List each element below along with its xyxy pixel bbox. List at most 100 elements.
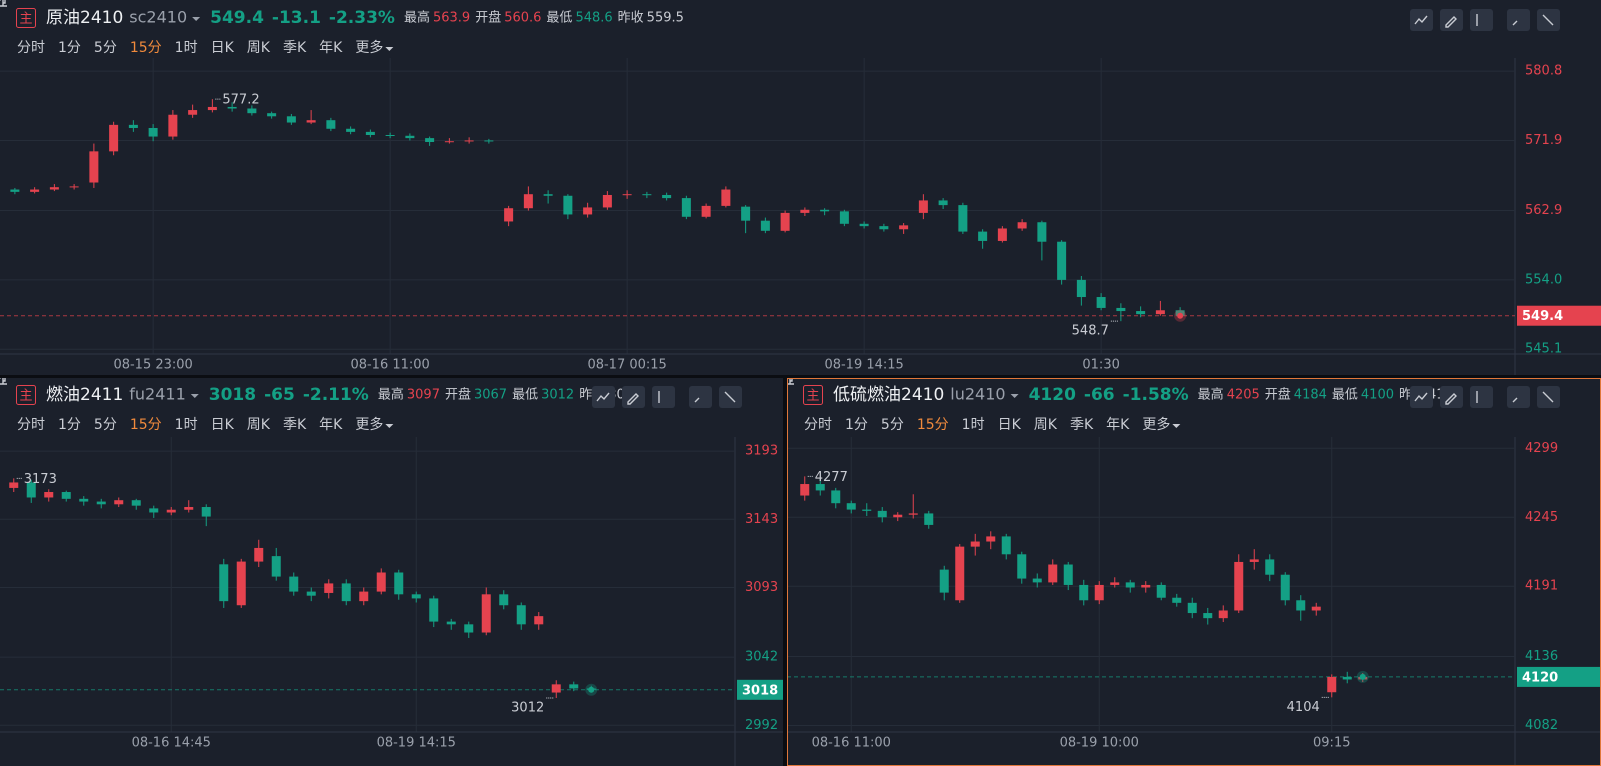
period-tab[interactable]: 5分 (94, 417, 117, 433)
period-tab[interactable]: 季K (1070, 417, 1094, 433)
period-tab[interactable]: 年K (1106, 417, 1130, 433)
candle-body (780, 212, 790, 231)
candle-body (721, 189, 731, 206)
panel-background (0, 378, 783, 766)
candle-body (405, 135, 415, 139)
toolbar-button[interactable] (1410, 9, 1433, 31)
toolbar-icon[interactable] (0, 372, 660, 403)
dropdown-arrow (385, 47, 394, 51)
period-tab[interactable]: 5分 (881, 417, 904, 433)
toolbar-icon[interactable] (780, 383, 1428, 402)
candle-body (1017, 222, 1027, 229)
candle-body (30, 189, 40, 192)
candle-body (207, 106, 217, 111)
period-tab[interactable]: 15分 (130, 40, 162, 56)
candle-body (701, 205, 711, 217)
candle-body (326, 120, 336, 129)
toolbar-icon[interactable] (1445, 393, 1457, 405)
low-annotation: 3012 (511, 700, 544, 715)
toolbar-button[interactable] (592, 386, 615, 408)
period-tab[interactable]: 年K (319, 40, 343, 56)
period-tab[interactable]: 分时 (804, 417, 832, 433)
candle-body (411, 594, 421, 599)
candle-body (1280, 574, 1290, 601)
period-tab[interactable]: 1分 (845, 417, 868, 433)
toolbar-icon[interactable] (782, 373, 1554, 403)
candle-body (1136, 311, 1146, 315)
period-tab[interactable]: 1时 (175, 40, 198, 56)
period-tab[interactable]: 1分 (58, 40, 81, 56)
candle-body (877, 510, 887, 518)
candle-body (534, 616, 544, 625)
period-tab[interactable]: 1分 (58, 417, 81, 433)
toolbar-button[interactable] (1470, 386, 1493, 408)
toolbar-icon[interactable] (0, 383, 610, 402)
period-tab[interactable]: 更多 (1142, 416, 1170, 433)
x-tick-label: 08-19 14:15 (824, 358, 903, 373)
candle-body (551, 684, 561, 693)
period-tab[interactable]: 15分 (917, 417, 949, 433)
symbol-code: sc2410 (129, 8, 187, 27)
period-tab[interactable]: 周K (247, 40, 271, 56)
y-tick-label: 3042 (745, 650, 778, 665)
period-tab[interactable]: 年K (319, 417, 343, 433)
period-tab[interactable]: 1时 (962, 417, 985, 433)
toolbar-button[interactable] (689, 386, 712, 408)
period-tab[interactable]: 季K (283, 40, 307, 56)
candle-body (166, 509, 176, 513)
period-tab[interactable]: 15分 (130, 417, 162, 433)
last-price-marker: 3018 (742, 683, 778, 698)
candle-body (760, 220, 770, 231)
period-tab[interactable]: 1时 (175, 417, 198, 433)
candle-body (504, 208, 514, 222)
period-tab[interactable]: 季K (283, 417, 307, 433)
period-tab[interactable]: 日K (998, 417, 1022, 433)
toolbar-button[interactable] (1507, 386, 1530, 408)
period-tab[interactable]: 分时 (17, 40, 45, 56)
period-tab[interactable]: 日K (211, 40, 235, 56)
candle-body (1218, 610, 1228, 619)
candle-body (1094, 584, 1104, 601)
toolbar-icon[interactable] (0, 0, 1554, 26)
panel-background (787, 378, 1601, 766)
toolbar-icon[interactable] (1445, 16, 1457, 28)
period-tab[interactable]: 周K (247, 417, 271, 433)
candle-body (820, 209, 830, 212)
candle-body (1057, 241, 1067, 280)
candle-body (114, 500, 124, 505)
candle-body (324, 583, 334, 593)
dropdown-arrow (192, 17, 201, 21)
toolbar-icon[interactable] (0, 373, 736, 403)
period-tab[interactable]: 周K (1034, 417, 1058, 433)
toolbar-button[interactable] (1470, 9, 1493, 31)
candle-body (1234, 561, 1244, 611)
toolbar-icon[interactable] (0, 5, 1428, 25)
symbol-code: lu2410 (950, 385, 1005, 404)
period-tab[interactable]: 更多 (355, 39, 383, 56)
candle-body (939, 569, 949, 593)
toolbar-icon[interactable] (0, 373, 700, 403)
period-tab[interactable]: 分时 (17, 417, 45, 433)
y-tick-label: 562.9 (1525, 203, 1562, 218)
last-price-marker: 549.4 (1522, 309, 1563, 324)
period-tab[interactable]: 5分 (94, 40, 117, 56)
toolbar-icon[interactable] (0, 0, 1478, 26)
toolbar-icon[interactable] (781, 372, 1478, 403)
toolbar-icon[interactable] (782, 373, 1518, 403)
x-tick-label: 08-15 23:00 (113, 358, 192, 373)
toolbar-icon[interactable] (627, 393, 639, 405)
toolbar-button[interactable] (1507, 9, 1530, 31)
toolbar-button[interactable] (1410, 386, 1433, 408)
period-tab[interactable]: 日K (211, 417, 235, 433)
price-change-pct: -1.58% (1123, 385, 1189, 405)
stat-label: 开盘 (445, 387, 471, 403)
toolbar-button[interactable] (652, 386, 675, 408)
toolbar-icon[interactable] (0, 0, 1518, 26)
last-price: 4120 (1029, 385, 1076, 405)
y-tick-label: 3143 (745, 512, 778, 527)
stat-label: 最低 (512, 388, 538, 403)
candle-body (800, 484, 810, 496)
period-tab[interactable]: 更多 (355, 416, 383, 433)
stat-label: 最低 (1332, 388, 1358, 403)
